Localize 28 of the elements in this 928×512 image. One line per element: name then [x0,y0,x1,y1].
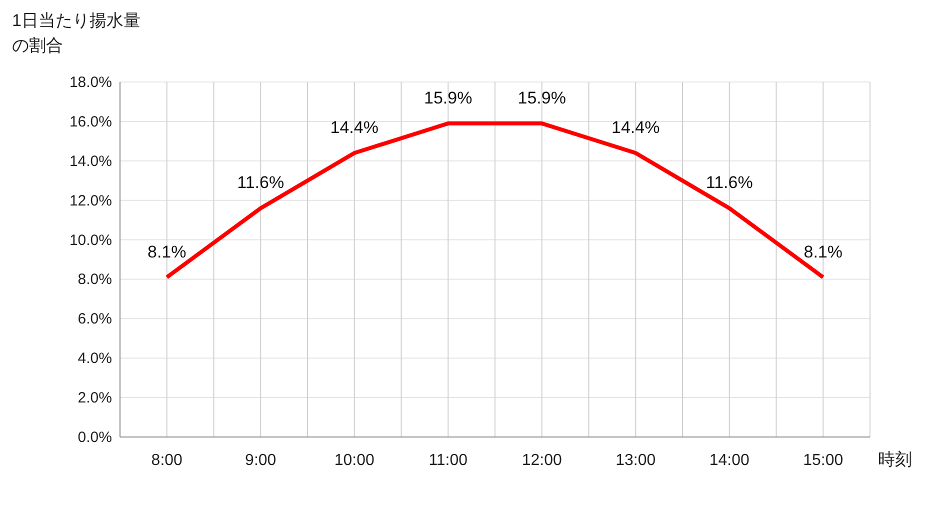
data-label: 11.6% [706,173,753,192]
xtick: 9:00 [245,452,276,469]
ylabel: 1日当たり揚水量の割合 [12,10,142,57]
ytick: 4.0% [78,350,112,368]
xtick: 10:00 [334,452,374,469]
ytick: 18.0% [69,74,112,91]
xtick: 15:00 [803,452,844,469]
data-label: 14.4% [330,118,378,137]
xtick: 11:00 [428,452,468,469]
ytick: 16.0% [69,113,112,130]
data-label: 11.6% [237,173,284,192]
xtick: 13:00 [616,452,656,469]
ytick: 12.0% [69,192,112,210]
ytick: 0.0% [78,429,112,446]
xtick: 14:00 [709,452,750,469]
xtick: 8:00 [151,452,182,469]
data-label: 8.1% [148,242,186,262]
ytick: 10.0% [69,232,112,249]
data-label: 14.4% [612,118,660,137]
ytick: 14.0% [69,152,112,170]
ytick: 2.0% [78,390,112,407]
data-label: 15.9% [518,88,566,108]
ytick: 8.0% [78,271,112,288]
xlabel: 時刻 [878,450,912,469]
xtick: 12:00 [522,452,562,469]
ytick: 6.0% [78,310,112,328]
data-label: 15.9% [424,88,472,108]
data-label: 8.1% [804,242,842,262]
